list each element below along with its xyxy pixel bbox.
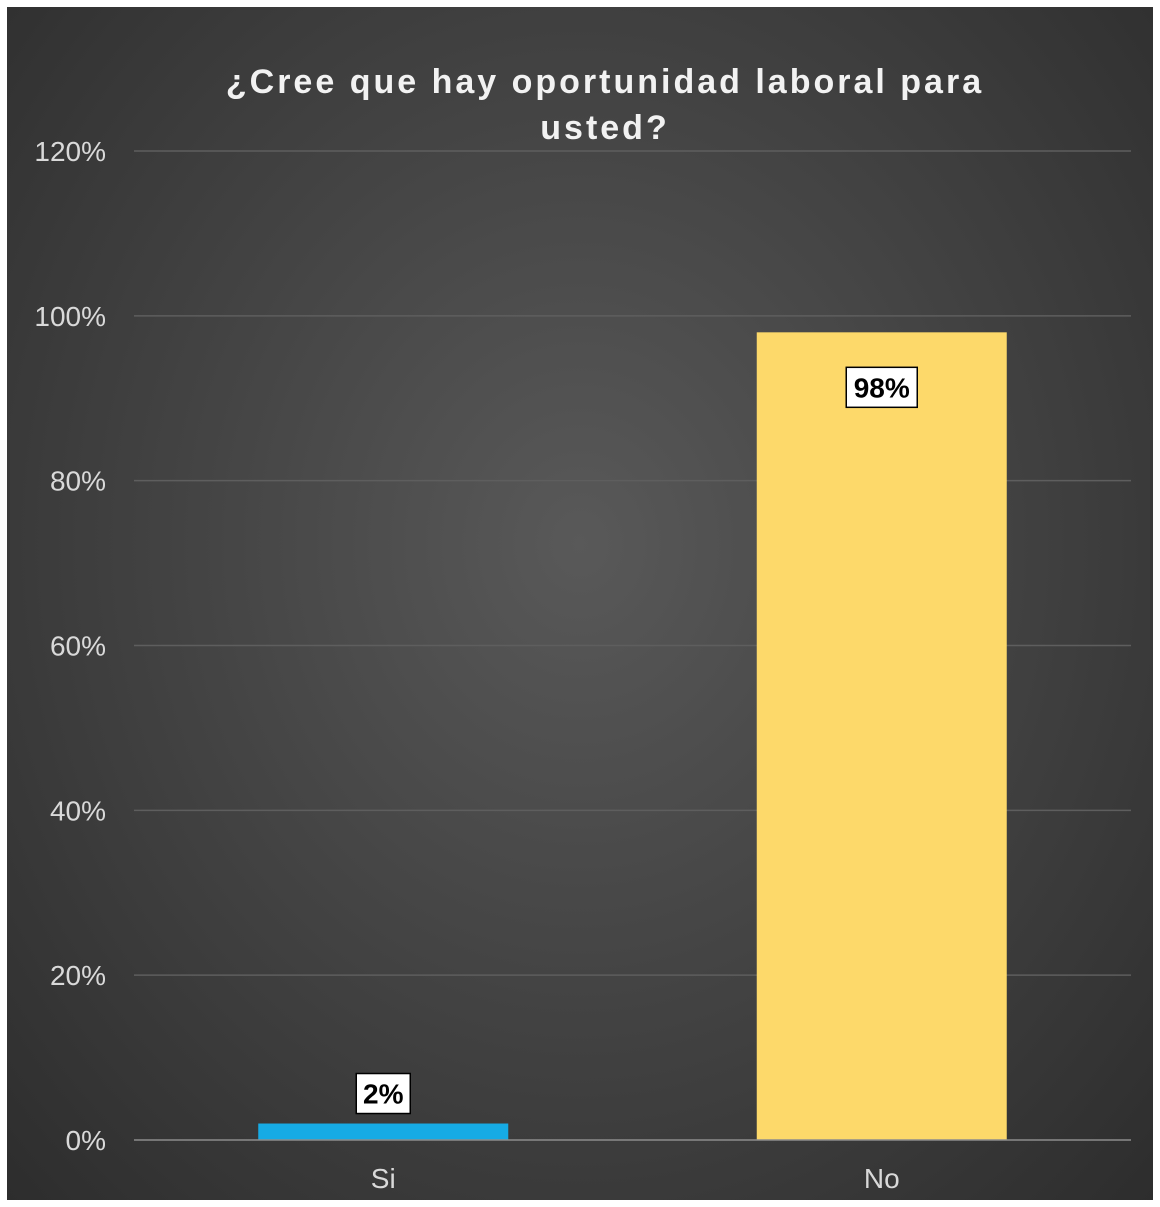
plot-area: 0% 20% 40% 60% 80% 100% 120% Si 2% No 98% [34,136,1131,1194]
data-label: 98% [854,372,910,403]
data-label-box [845,366,918,409]
y-tick-label: 60% [50,631,106,662]
data-label-box [355,1072,411,1115]
bar [258,1123,509,1140]
data-label: 2% [363,1079,404,1110]
x-tick-label: Si [371,1163,396,1194]
y-tick-label: 100% [34,301,106,332]
x-tick-label: No [864,1163,900,1194]
y-tick-label: 0% [66,1125,106,1156]
chart-area: ¿Cree que hay oportunidad laboral para u… [7,7,1153,1200]
bar [756,332,1007,1141]
y-tick-label: 20% [50,960,106,991]
y-tick-label: 80% [50,466,106,497]
chart-title: ¿Cree que hay oportunidad laboral para u… [225,63,985,147]
y-tick-label: 120% [34,136,106,167]
y-tick-label: 40% [50,795,106,826]
